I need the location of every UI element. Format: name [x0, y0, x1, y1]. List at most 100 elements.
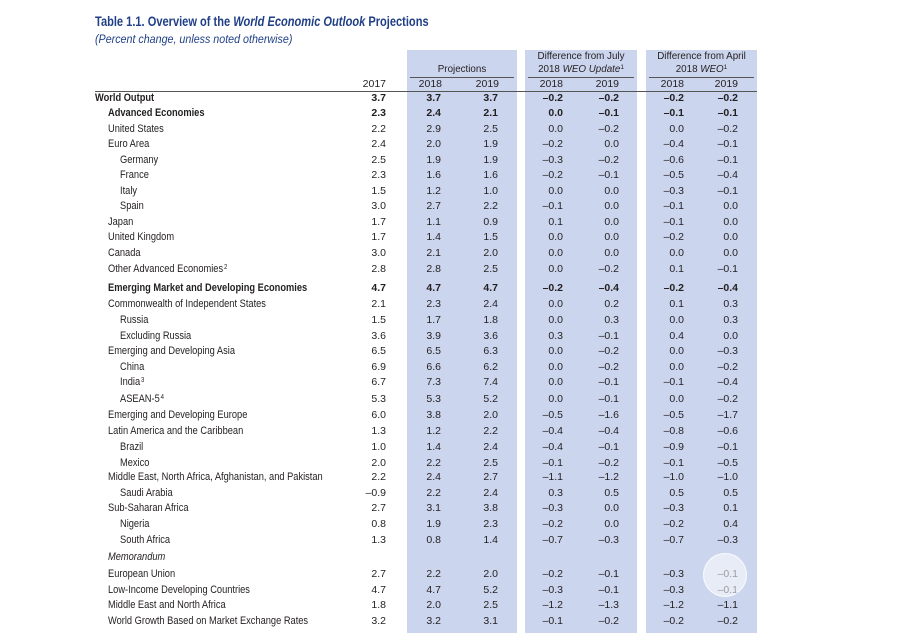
diff-april-2018: –0.1 — [663, 107, 684, 119]
diff-july-2018: –0.4 — [542, 441, 563, 453]
table-row: ASEAN-54 5.3 5.3 5.2 0.0 –0.1 0.0 –0.2 — [0, 392, 900, 406]
row-label: World Growth Based on Market Exchange Ra… — [108, 615, 309, 627]
diff-april-2018: 0.1 — [669, 263, 684, 275]
diff-april-2018: –0.2 — [663, 92, 684, 104]
diff-july-2018: 0.0 — [548, 263, 563, 275]
table-row: Emerging and Developing Asia 6.5 6.5 6.3 0.0… — [0, 344, 900, 358]
row-label: Middle East, North Africa, Afghanistan, … — [108, 471, 323, 483]
diff-july-2018: –1.2 — [542, 599, 563, 611]
projection-2019: 5.2 — [483, 584, 498, 596]
table-row: Brazil 1.0 1.4 2.4 –0.4 –0.1 –0.9 –0.1 — [0, 440, 900, 454]
projection-2019: 1.0 — [483, 185, 498, 197]
row-label-wrap: Latin America and the Caribbean — [108, 424, 243, 438]
projection-2019: 3.7 — [483, 92, 498, 104]
value-2017: 1.7 — [371, 231, 386, 243]
row-label: Brazil — [120, 441, 144, 453]
diff-july-2018: –0.3 — [542, 502, 563, 514]
diff-april-header-italic: WEO — [700, 64, 724, 75]
value-2017: 1.5 — [371, 314, 386, 326]
diff-july-2019: 0.0 — [604, 216, 619, 228]
value-2017: 0.8 — [371, 518, 386, 530]
projection-2019: 2.5 — [483, 457, 498, 469]
row-label-wrap: Italy — [120, 184, 137, 198]
row-label: Canada — [108, 247, 141, 259]
diff-july-2019: 0.2 — [604, 298, 619, 310]
value-2017: –0.9 — [365, 487, 386, 499]
diff-july-2018: 0.0 — [548, 393, 563, 405]
row-label-wrap: Nigeria — [120, 517, 149, 531]
row-label: Nigeria — [120, 518, 150, 530]
diff-july-2019: –0.1 — [598, 584, 619, 596]
diff-april-2018: 0.0 — [669, 123, 684, 135]
diff-april-2018: –0.7 — [663, 534, 684, 546]
value-2017: 3.0 — [371, 200, 386, 212]
diff-july-2019: –0.2 — [598, 263, 619, 275]
projection-2019: 1.5 — [483, 231, 498, 243]
diff-april-2019: –1.7 — [717, 409, 738, 421]
diff-july-2018: 0.0 — [548, 361, 563, 373]
diff-july-2019: –1.6 — [598, 409, 619, 421]
value-2017: 2.3 — [371, 169, 386, 181]
diff-april-2018: 0.0 — [669, 247, 684, 259]
projection-2018: 1.2 — [426, 425, 441, 437]
diff-april-2018: –0.3 — [663, 568, 684, 580]
projection-2019: 6.2 — [483, 361, 498, 373]
diff-april-2019: –0.1 — [717, 263, 738, 275]
diff-april-2018: –0.2 — [663, 615, 684, 627]
diff-july-header-italic: WEO Update — [562, 64, 621, 75]
row-label: Spain — [120, 200, 144, 212]
table-subtitle: (Percent change, unless noted otherwise) — [95, 34, 293, 46]
projection-2019: 4.7 — [483, 282, 498, 294]
diff-july-header-rule — [528, 77, 634, 78]
value-2017: 2.1 — [371, 298, 386, 310]
diff-april-2019: –0.4 — [717, 282, 738, 294]
table-row: France 2.3 1.6 1.6 –0.2 –0.1 –0.5 –0.4 — [0, 168, 900, 182]
row-label: Commonwealth of Independent States — [108, 298, 266, 310]
diff-july-2019: –0.2 — [598, 154, 619, 166]
row-label-wrap: India3 — [120, 375, 144, 391]
diff-july-2019: –1.2 — [598, 471, 619, 483]
diff-april-header-line2: 2018 WEO1 — [646, 64, 757, 77]
section-heading-row: Memorandum — [0, 550, 900, 564]
row-label: Advanced Economies — [108, 107, 205, 119]
projections-header-rule — [410, 77, 514, 78]
diff-april-header-year: 2018 — [675, 64, 701, 75]
row-label-wrap: Middle East, North Africa, Afghanistan, … — [108, 470, 323, 484]
diff-july-2019: –1.3 — [598, 599, 619, 611]
diff-april-2019: –0.6 — [717, 425, 738, 437]
diff-april-2019: –0.2 — [717, 123, 738, 135]
row-label: Memorandum — [108, 551, 166, 563]
diff-april-2018: –0.3 — [663, 584, 684, 596]
table-row: Nigeria 0.8 1.9 2.3 –0.2 0.0 –0.2 0.4 — [0, 517, 900, 531]
table-row: Excluding Russia 3.6 3.9 3.6 0.3 –0.1 0.4 0.0 — [0, 329, 900, 343]
diff-july-2019: –0.2 — [598, 457, 619, 469]
row-label: Emerging Market and Developing Economies — [108, 282, 308, 294]
row-label-wrap: Brazil — [120, 440, 143, 454]
diff-july-2019: 0.0 — [604, 247, 619, 259]
value-2017: 1.8 — [371, 599, 386, 611]
diff-april-header-line1: Difference from April — [657, 51, 746, 62]
diff-july-2018: –0.1 — [542, 200, 563, 212]
projection-2019: 2.4 — [483, 487, 498, 499]
projection-2018: 2.4 — [426, 107, 441, 119]
row-label-wrap: European Union — [108, 567, 175, 581]
diff-july-2019: –0.1 — [598, 441, 619, 453]
value-2017: 3.7 — [371, 92, 386, 104]
table-title: Table 1.1. Overview of the World Economi… — [95, 14, 429, 29]
diff-july-2018: –1.1 — [542, 471, 563, 483]
value-2017: 1.3 — [371, 534, 386, 546]
row-label: Other Advanced Economies — [108, 263, 224, 275]
diff-july-2018: 0.0 — [548, 185, 563, 197]
value-2017: 2.0 — [371, 457, 386, 469]
diff-april-2018: –1.2 — [663, 599, 684, 611]
diff-april-2018: –0.8 — [663, 425, 684, 437]
diff-april-2019: 0.0 — [723, 216, 738, 228]
table-row: South Africa 1.3 0.8 1.4 –0.7 –0.3 –0.7 –0.3 — [0, 533, 900, 547]
projection-2019: 2.5 — [483, 123, 498, 135]
table-row: Euro Area 2.4 2.0 1.9 –0.2 0.0 –0.4 –0.1 — [0, 137, 900, 151]
projection-2018: 2.3 — [426, 298, 441, 310]
diff-july-2019: –0.2 — [598, 615, 619, 627]
row-label-wrap: Emerging and Developing Europe — [108, 408, 247, 422]
